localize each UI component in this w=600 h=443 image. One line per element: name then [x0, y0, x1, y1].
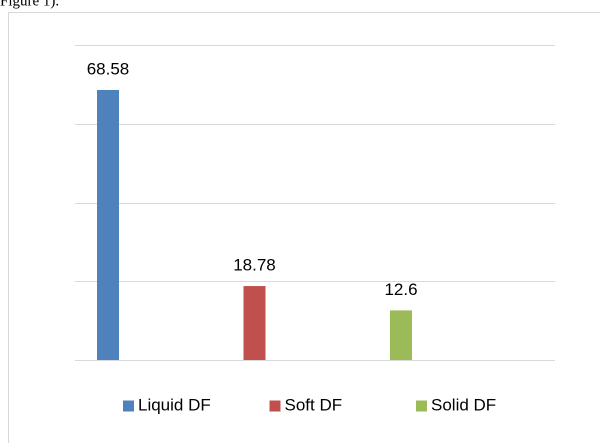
legend-label: Liquid DF — [138, 395, 211, 414]
legend-swatch — [123, 400, 134, 412]
bar — [243, 286, 266, 360]
data-label: 12.6 — [384, 280, 417, 299]
bar — [390, 310, 412, 360]
bar — [97, 89, 119, 360]
legend-label: Solid DF — [431, 395, 496, 414]
caption: Figure 1). — [0, 0, 59, 9]
legend-label: Soft DF — [285, 395, 343, 414]
legend-swatch — [416, 400, 427, 412]
legend-swatch — [269, 400, 281, 412]
data-label: 18.78 — [233, 256, 276, 275]
data-label: 68.58 — [87, 59, 130, 78]
